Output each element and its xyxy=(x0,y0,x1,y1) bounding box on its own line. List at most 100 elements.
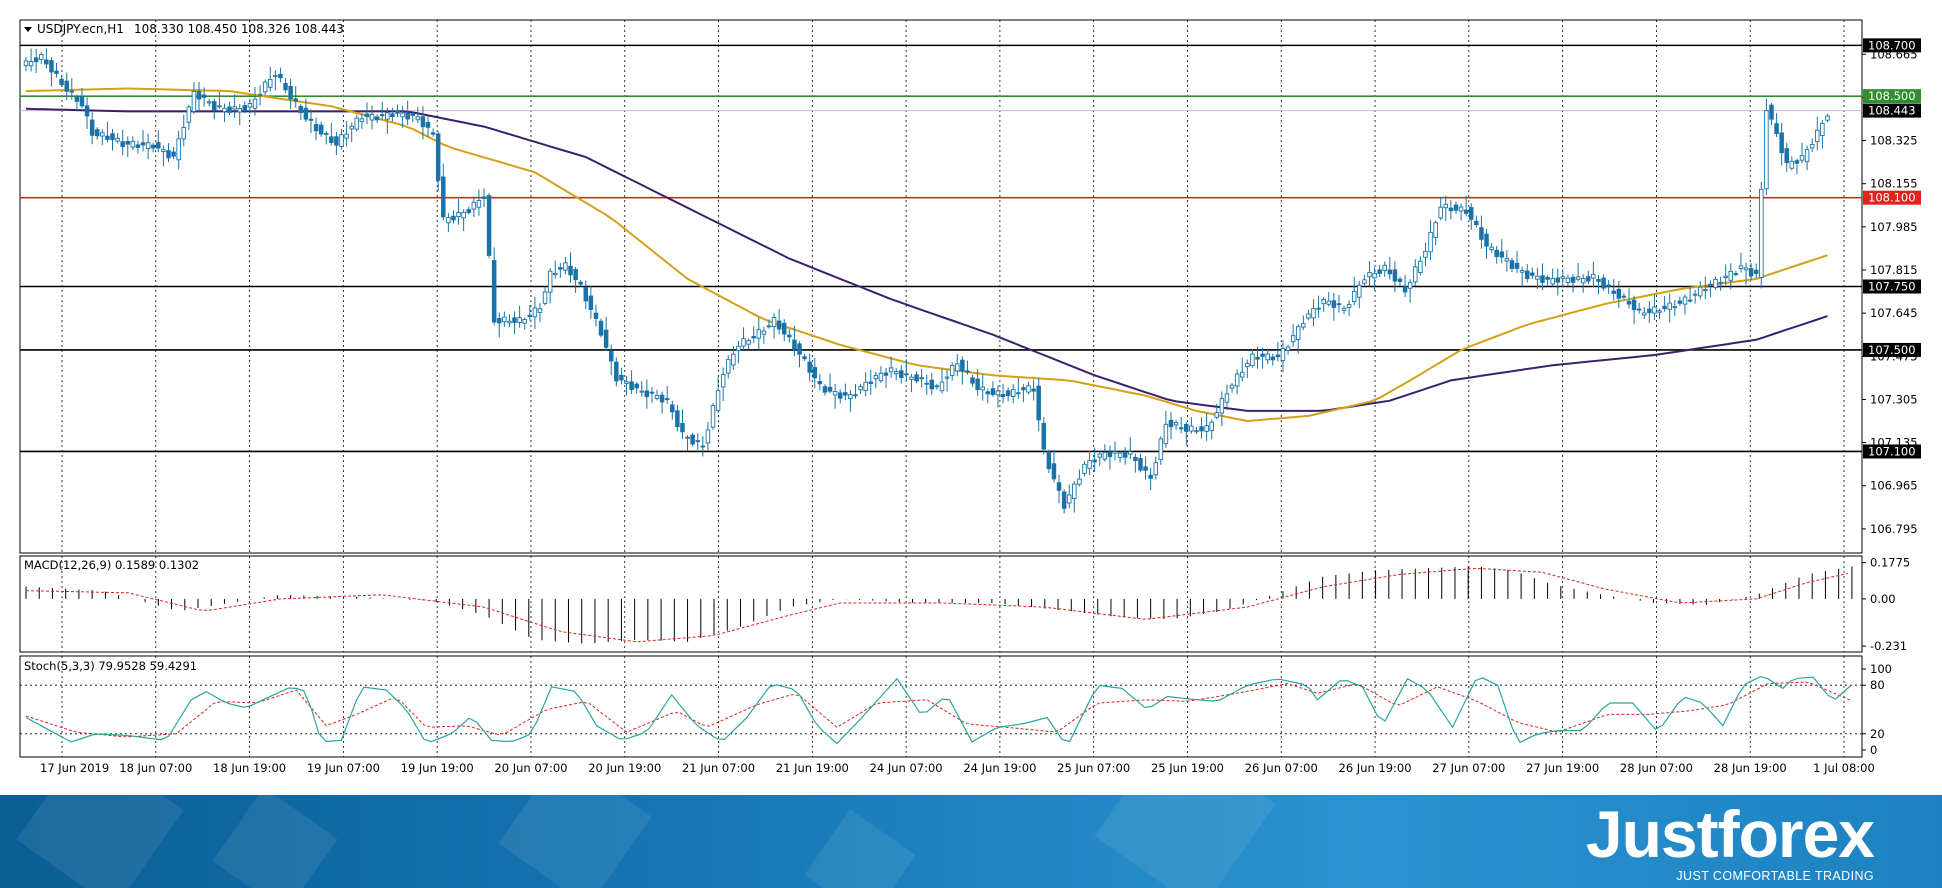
candle-body xyxy=(792,339,797,350)
candle-body xyxy=(1662,305,1667,310)
candle-body xyxy=(1301,323,1306,328)
stochastic-pane-frame xyxy=(19,655,1863,758)
time-tick-label: 18 Jun 19:00 xyxy=(213,761,286,775)
candle-body xyxy=(1306,313,1311,319)
candle-body xyxy=(257,93,263,96)
candle-body xyxy=(400,112,405,118)
candle-body xyxy=(919,377,924,380)
candle-body xyxy=(278,73,283,79)
candle-body xyxy=(1290,335,1296,343)
candle-body xyxy=(1239,371,1245,378)
candle-body xyxy=(1519,270,1525,273)
trading-chart[interactable]: 108.665108.495108.325108.155107.985107.8… xyxy=(0,0,1942,795)
candle-body xyxy=(201,94,207,98)
candle-body xyxy=(1387,269,1393,275)
candle-body xyxy=(1016,392,1021,395)
candle-body xyxy=(288,85,293,100)
candle-body xyxy=(1005,390,1011,397)
candle-body xyxy=(888,367,894,373)
candle-body xyxy=(471,201,477,210)
candle-body xyxy=(1036,385,1041,421)
candle-body xyxy=(1163,423,1169,445)
candle-body xyxy=(33,57,39,63)
candle-body xyxy=(359,118,365,123)
candle-body xyxy=(1133,456,1138,462)
candle-body xyxy=(1575,276,1581,280)
candle-body xyxy=(1260,353,1265,357)
candle-body xyxy=(629,381,634,391)
candle-body xyxy=(547,270,553,293)
candle-body xyxy=(634,383,639,389)
candle-body xyxy=(1087,459,1092,469)
candle-body xyxy=(242,105,248,111)
level-price-label: 107.100 xyxy=(1868,444,1916,458)
candle-body xyxy=(1703,289,1708,292)
candle-body xyxy=(965,370,970,373)
candle-body xyxy=(899,370,904,378)
candle-body xyxy=(1789,160,1795,169)
level-price-tag xyxy=(1863,279,1921,294)
candle-body xyxy=(1560,276,1566,279)
candle-body xyxy=(624,381,629,384)
candle-body xyxy=(1122,451,1128,458)
candle-body xyxy=(761,330,767,335)
candle-body xyxy=(726,358,731,374)
candle-body xyxy=(975,378,980,390)
price-axis: 108.665108.495108.325108.155107.985107.8… xyxy=(1862,38,1921,536)
candle-body xyxy=(1112,451,1118,454)
time-tick-label: 27 Jun 19:00 xyxy=(1526,761,1599,775)
candle-body xyxy=(1474,220,1479,226)
candle-body xyxy=(329,136,334,144)
candle-body xyxy=(985,391,991,395)
candle-body xyxy=(1489,246,1494,250)
time-tick-label: 1 Jul 08:00 xyxy=(1813,761,1875,775)
candle-body xyxy=(863,381,868,392)
candle-body xyxy=(1097,453,1103,458)
candle-body xyxy=(1825,115,1830,121)
price-tick-label: 107.815 xyxy=(1870,263,1918,277)
candle-body xyxy=(1687,299,1693,302)
macd-axis: 0.1775 0.00 -0.231 xyxy=(1862,556,1910,653)
candle-body xyxy=(563,262,568,271)
candle-body xyxy=(110,133,115,141)
candle-body xyxy=(746,340,751,345)
candle-body xyxy=(44,59,49,65)
candle-body xyxy=(1346,304,1352,308)
candle-body xyxy=(695,440,700,443)
main-price-pane: 108.665108.495108.325108.155107.985107.8… xyxy=(19,19,1921,554)
fast-moving-average-line xyxy=(25,87,1828,423)
candle-body xyxy=(1117,452,1123,458)
dropdown-triangle-icon[interactable] xyxy=(24,27,32,32)
price-tick-label: 106.965 xyxy=(1870,479,1918,493)
candle-body xyxy=(904,373,909,376)
candle-body xyxy=(1189,425,1194,432)
decorative-shape xyxy=(16,795,184,888)
candle-body xyxy=(517,317,522,323)
time-tick-label: 20 Jun 19:00 xyxy=(588,761,661,775)
candle-body xyxy=(1031,388,1036,392)
candle-body xyxy=(268,78,273,88)
chart-header[interactable]: USDJPY.ecn,H1 108.330 108.450 108.326 10… xyxy=(24,22,344,36)
candle-body xyxy=(446,217,451,224)
candle-body xyxy=(232,106,237,110)
candle-body xyxy=(542,291,548,304)
candle-body xyxy=(115,137,120,142)
candle-body xyxy=(1631,299,1637,311)
price-tick-label: 108.155 xyxy=(1870,177,1918,191)
candle-body xyxy=(94,129,100,137)
candle-body xyxy=(960,359,965,372)
candle-body xyxy=(176,138,181,161)
stochastic-title: Stoch(5,3,3) 79.9528 59.4291 xyxy=(24,659,197,673)
candle-body xyxy=(1128,451,1133,455)
candle-body xyxy=(339,134,344,147)
candle-body xyxy=(298,105,304,114)
slow-moving-average-line xyxy=(25,107,1828,412)
candle-body xyxy=(1509,260,1515,269)
stochastic-tick-label: 0 xyxy=(1870,743,1877,757)
candle-body xyxy=(583,287,589,302)
candle-body xyxy=(364,113,370,117)
candle-body xyxy=(1784,148,1790,164)
candle-body xyxy=(1407,281,1413,289)
candle-body xyxy=(1677,300,1683,304)
time-tick-label: 28 Jun 07:00 xyxy=(1620,761,1693,775)
